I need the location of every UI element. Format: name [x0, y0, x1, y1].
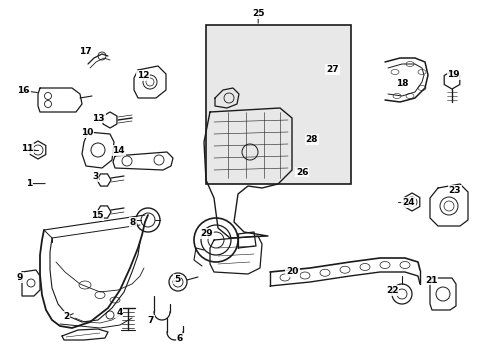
Text: 19: 19	[447, 71, 459, 79]
Text: 21: 21	[424, 276, 437, 284]
Text: 28: 28	[305, 135, 318, 144]
Text: 15: 15	[90, 211, 103, 220]
Text: 3: 3	[92, 172, 98, 181]
Text: 20: 20	[285, 267, 298, 276]
Text: 1: 1	[26, 179, 32, 188]
Text: 7: 7	[147, 316, 154, 325]
Text: 5: 5	[174, 274, 180, 284]
Text: 18: 18	[395, 79, 407, 88]
Text: 2: 2	[63, 312, 69, 321]
Text: 10: 10	[81, 128, 93, 137]
Text: 23: 23	[447, 186, 460, 195]
Text: 25: 25	[251, 9, 264, 18]
Text: 13: 13	[92, 113, 105, 122]
Text: 11: 11	[20, 144, 33, 153]
Text: 17: 17	[79, 46, 92, 55]
Text: 27: 27	[325, 65, 338, 74]
Text: 8: 8	[130, 218, 136, 227]
Text: 12: 12	[136, 71, 149, 80]
Text: 24: 24	[401, 198, 414, 207]
Text: 6: 6	[177, 334, 183, 343]
Text: 22: 22	[385, 287, 398, 295]
Text: 4: 4	[116, 308, 122, 317]
Text: 29: 29	[200, 229, 212, 238]
Text: 14: 14	[112, 146, 124, 155]
Text: 16: 16	[17, 86, 30, 95]
Text: 26: 26	[295, 167, 308, 176]
Text: 9: 9	[16, 273, 23, 282]
Bar	[206, 25, 350, 184]
